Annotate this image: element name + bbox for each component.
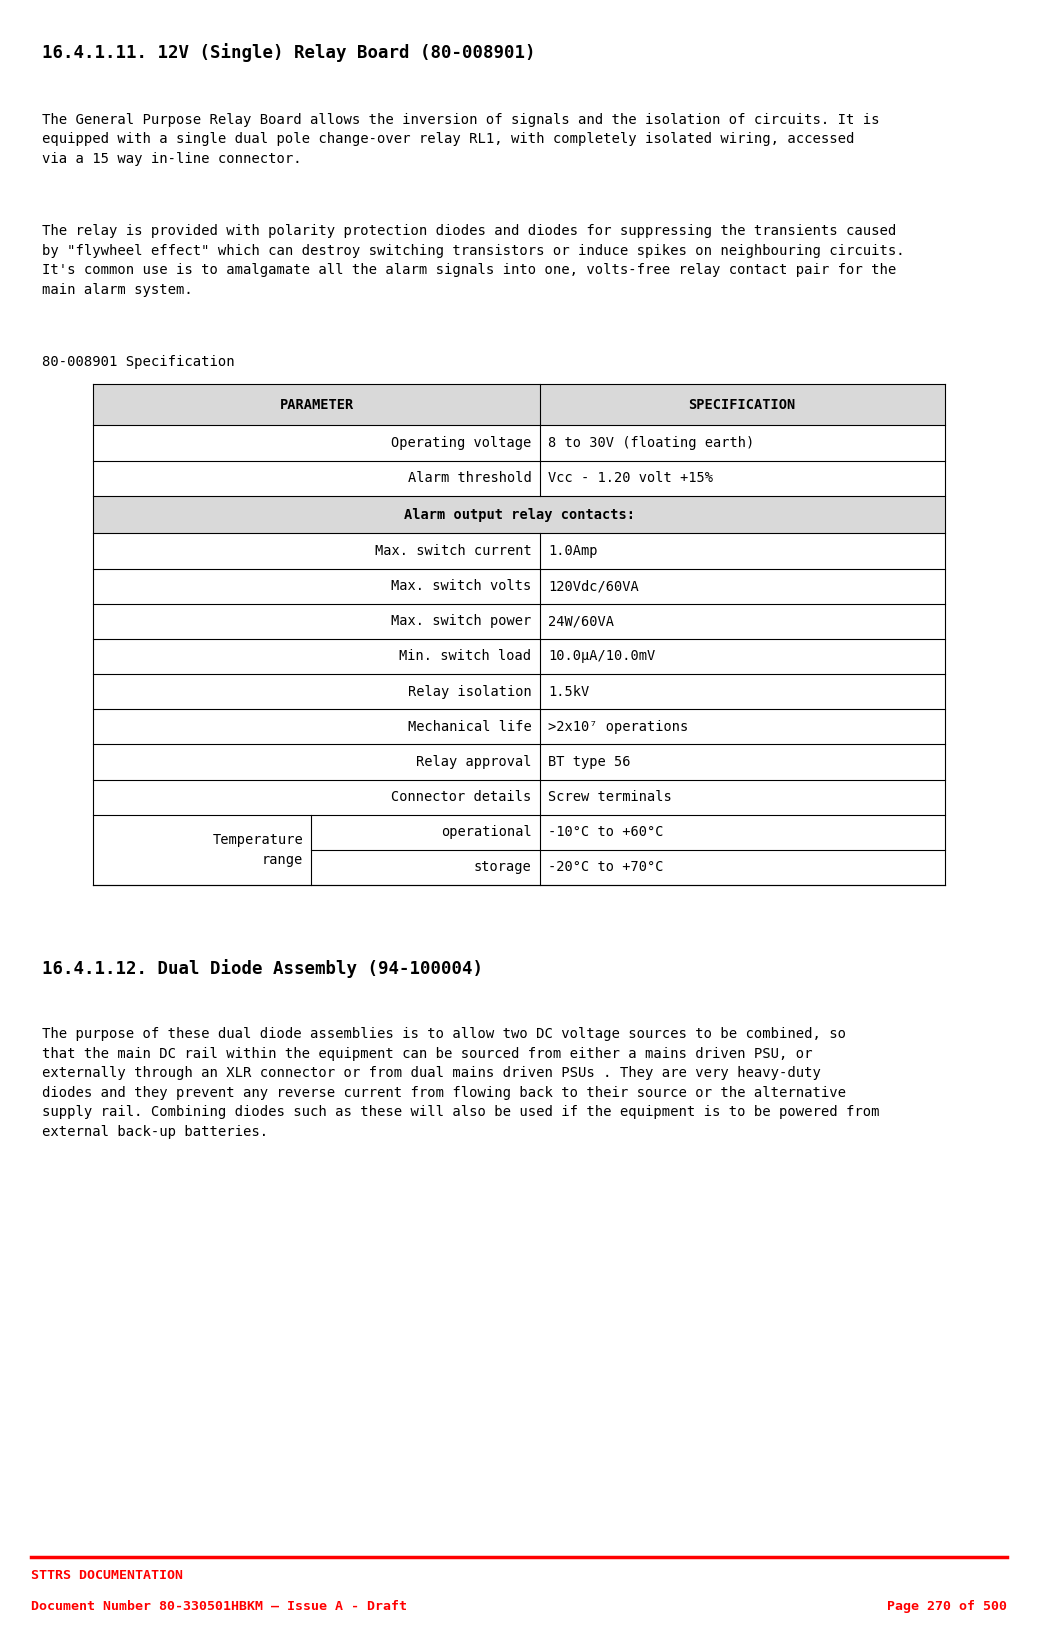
Text: Temperature
range: Temperature range xyxy=(213,833,303,867)
Text: 16.4.1.12. Dual Diode Assembly (94-100004): 16.4.1.12. Dual Diode Assembly (94-10000… xyxy=(42,959,483,978)
Text: Max. switch power: Max. switch power xyxy=(391,614,531,628)
Text: BT type 56: BT type 56 xyxy=(548,754,630,769)
Text: storage: storage xyxy=(473,861,531,875)
Text: Relay approval: Relay approval xyxy=(416,754,531,769)
Text: 80-008901 Specification: 80-008901 Specification xyxy=(42,355,235,370)
Text: Operating voltage: Operating voltage xyxy=(391,435,531,450)
Text: 1.0Amp: 1.0Amp xyxy=(548,543,598,558)
Text: Alarm threshold: Alarm threshold xyxy=(408,471,531,486)
Text: 8 to 30V (floating earth): 8 to 30V (floating earth) xyxy=(548,435,755,450)
Text: Max. switch volts: Max. switch volts xyxy=(391,579,531,594)
Text: The relay is provided with polarity protection diodes and diodes for suppressing: The relay is provided with polarity prot… xyxy=(42,224,904,296)
Text: 1.5kV: 1.5kV xyxy=(548,684,590,699)
Text: -10°C to +60°C: -10°C to +60°C xyxy=(548,825,663,839)
Text: Mechanical life: Mechanical life xyxy=(408,720,531,735)
Text: Alarm output relay contacts:: Alarm output relay contacts: xyxy=(404,507,634,522)
Text: STTRS DOCUMENTATION: STTRS DOCUMENTATION xyxy=(31,1569,183,1582)
Text: The purpose of these dual diode assemblies is to allow two DC voltage sources to: The purpose of these dual diode assembli… xyxy=(42,1027,879,1139)
Text: SPECIFICATION: SPECIFICATION xyxy=(688,398,796,412)
Bar xyxy=(93,384,945,425)
Bar xyxy=(93,496,945,533)
Text: Min. switch load: Min. switch load xyxy=(400,649,531,664)
Text: -20°C to +70°C: -20°C to +70°C xyxy=(548,861,663,875)
Text: Connector details: Connector details xyxy=(391,790,531,805)
Text: The General Purpose Relay Board allows the inversion of signals and the isolatio: The General Purpose Relay Board allows t… xyxy=(42,113,879,165)
Text: >2x10⁷ operations: >2x10⁷ operations xyxy=(548,720,688,735)
Text: 16.4.1.11. 12V (Single) Relay Board (80-008901): 16.4.1.11. 12V (Single) Relay Board (80-… xyxy=(42,43,535,62)
Text: Screw terminals: Screw terminals xyxy=(548,790,672,805)
Text: Max. switch current: Max. switch current xyxy=(375,543,531,558)
Text: operational: operational xyxy=(441,825,531,839)
Text: PARAMETER: PARAMETER xyxy=(279,398,354,412)
Text: 24W/60VA: 24W/60VA xyxy=(548,614,614,628)
Text: Relay isolation: Relay isolation xyxy=(408,684,531,699)
Text: 120Vdc/60VA: 120Vdc/60VA xyxy=(548,579,638,594)
Text: Document Number 80-330501HBKM – Issue A - Draft: Document Number 80-330501HBKM – Issue A … xyxy=(31,1600,407,1613)
Text: Page 270 of 500: Page 270 of 500 xyxy=(886,1600,1007,1613)
Text: 10.0μA/10.0mV: 10.0μA/10.0mV xyxy=(548,649,655,664)
Text: Vcc - 1.20 volt +15%: Vcc - 1.20 volt +15% xyxy=(548,471,713,486)
